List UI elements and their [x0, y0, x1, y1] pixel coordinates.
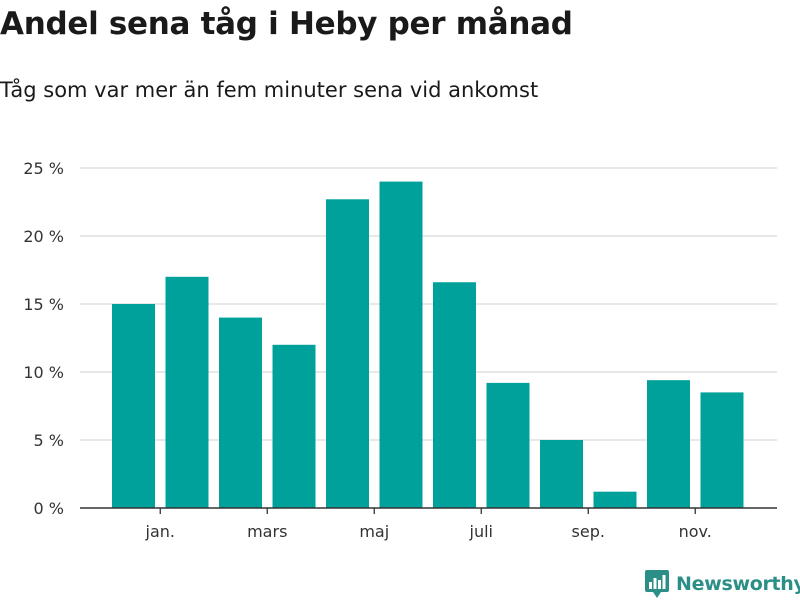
x-tick-label: maj	[359, 522, 389, 541]
bar	[647, 380, 690, 508]
x-tick-label: sep.	[572, 522, 605, 541]
bar	[540, 440, 583, 508]
bar	[112, 304, 155, 508]
bar	[272, 344, 316, 508]
bar	[593, 491, 637, 508]
bar-chart-logo-icon	[645, 570, 669, 598]
y-tick-label: 25 %	[23, 159, 64, 178]
chart-title: Andel sena tåg i Heby per månad	[0, 6, 573, 42]
bar	[326, 199, 369, 508]
bar	[379, 181, 423, 508]
bar	[219, 317, 262, 508]
bar	[700, 392, 744, 508]
x-tick-label: jan.	[145, 522, 175, 541]
brand-name: Newsworthy	[676, 573, 800, 595]
bar	[165, 276, 209, 508]
chart-subtitle: Tåg som var mer än fem minuter sena vid …	[0, 78, 539, 102]
x-tick-label: nov.	[679, 522, 712, 541]
y-tick-label: 10 %	[23, 363, 64, 382]
y-tick-label: 15 %	[23, 295, 64, 314]
y-tick-label: 20 %	[23, 227, 64, 246]
bar	[433, 282, 476, 508]
x-tick-label: juli	[469, 522, 493, 541]
newsworthy-logo: Newsworthy	[644, 569, 800, 599]
x-tick-label: mars	[247, 522, 287, 541]
y-tick-label: 5 %	[34, 431, 64, 450]
bar	[486, 382, 530, 508]
y-tick-label: 0 %	[34, 499, 64, 518]
